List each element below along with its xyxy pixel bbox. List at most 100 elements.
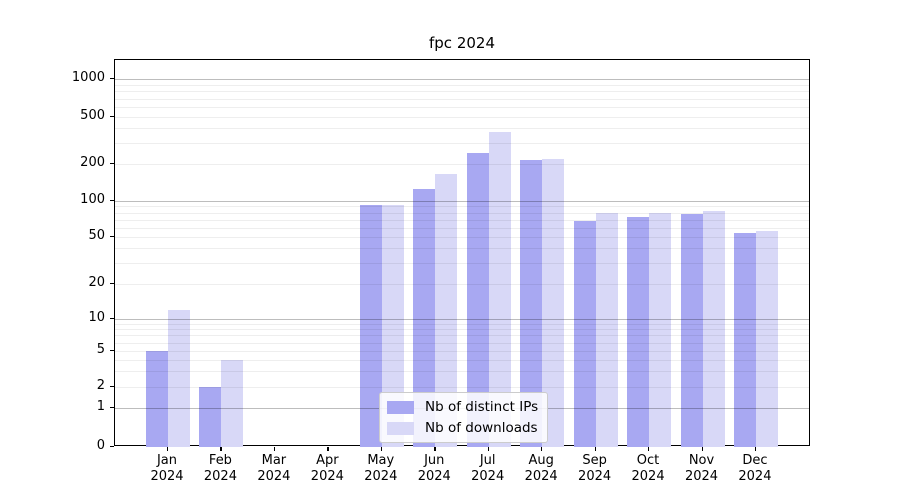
x-tick-year: 2024: [203, 468, 237, 484]
x-axis-tick: [434, 447, 436, 451]
y-axis-tick-label: 20: [88, 275, 105, 290]
x-tick-month: Dec: [742, 453, 768, 468]
x-tick-month: May: [367, 453, 395, 468]
y-axis-tick-label: 50: [88, 228, 105, 243]
x-tick-year: 2024: [310, 468, 344, 484]
gridline-minor: [115, 164, 809, 165]
gridline-minor: [115, 128, 809, 130]
x-tick-year: 2024: [257, 468, 291, 484]
x-axis-tick-label: Oct 2024: [616, 453, 680, 484]
x-tick-month: Feb: [208, 453, 232, 468]
x-axis-tick: [220, 447, 222, 451]
gridline-minor: [115, 91, 809, 93]
gridline-major: [115, 201, 809, 202]
gridline-major: [115, 319, 809, 320]
x-tick-month: Apr: [316, 453, 339, 468]
y-axis-tick-label: 2: [96, 378, 105, 393]
bar-distinct-ips-dec: [733, 233, 756, 447]
gridline-minor: [115, 359, 809, 361]
x-axis-tick-label: May 2024: [349, 453, 413, 484]
gridline-major: [115, 79, 809, 80]
gridline-minor: [115, 117, 809, 118]
bar-downloads-may: [381, 205, 404, 447]
bar-distinct-ips-jul: [466, 152, 489, 447]
x-axis-tick-label: Mar 2024: [242, 453, 306, 484]
x-axis-tick: [273, 447, 276, 451]
gridline-minor: [115, 84, 809, 86]
x-axis-tick-label: Dec 2024: [723, 453, 787, 484]
x-tick-month: Jun: [424, 453, 445, 468]
y-axis-tick: [109, 78, 114, 80]
bar-distinct-ips-sep: [573, 221, 596, 447]
gridline-minor: [115, 107, 809, 108]
y-axis-tick-label: 100: [80, 192, 105, 207]
x-axis-tick: [754, 447, 757, 451]
x-axis-tick-label: Jun 2024: [402, 453, 466, 484]
x-tick-month: Aug: [528, 453, 554, 468]
x-tick-year: 2024: [417, 468, 451, 484]
x-axis-tick-label: Feb 2024: [188, 453, 252, 484]
bar-downloads-jun: [435, 173, 458, 447]
y-axis-tick: [109, 283, 114, 285]
x-tick-year: 2024: [364, 468, 398, 484]
x-axis-tick-label: Jul 2024: [456, 453, 520, 484]
gridline-minor: [115, 206, 809, 208]
y-axis-tick-label: 500: [80, 108, 105, 123]
bar-downloads-jul: [488, 131, 511, 447]
chart-title: fpc 2024: [429, 34, 495, 52]
gridline-minor: [115, 248, 809, 250]
y-axis-tick-label: 1: [96, 399, 105, 414]
legend-swatch: [387, 400, 414, 414]
gridline-minor: [115, 98, 809, 100]
legend-label: Nb of distinct IPs: [425, 399, 539, 415]
x-tick-year: 2024: [150, 468, 184, 484]
x-axis-tick: [327, 447, 329, 451]
bar-downloads-jan: [168, 309, 190, 447]
bar-distinct-ips-feb: [199, 387, 222, 447]
x-tick-year: 2024: [471, 468, 505, 484]
gridline-minor: [115, 323, 809, 325]
x-tick-month: Oct: [636, 453, 660, 468]
y-axis-tick: [109, 407, 114, 409]
y-axis-tick: [109, 318, 114, 320]
bar-downloads-dec: [755, 231, 778, 447]
legend-row-distinct-ips: Nb of distinct IPs: [387, 399, 538, 415]
legend-swatch: [387, 421, 414, 435]
y-axis-tick: [109, 200, 114, 202]
gridline-minor: [115, 342, 809, 344]
x-axis-tick: [648, 447, 650, 451]
gridline-minor: [115, 143, 809, 145]
legend-row-downloads: Nb of downloads: [387, 420, 538, 436]
y-axis-tick: [109, 163, 114, 165]
gridline-minor: [115, 237, 809, 238]
x-tick-year: 2024: [578, 468, 612, 484]
y-axis-tick: [109, 386, 114, 388]
plot-area: [114, 59, 810, 447]
y-axis-tick-label: 1000: [71, 70, 105, 85]
gridline-minor: [115, 371, 809, 373]
gridline-minor: [115, 387, 809, 388]
x-axis-tick: [380, 447, 383, 451]
bar-distinct-ips-nov: [680, 213, 703, 447]
x-tick-year: 2024: [738, 468, 772, 484]
bar-distinct-ips-jun: [413, 189, 436, 447]
gridline-minor: [115, 335, 809, 337]
bar-downloads-feb: [221, 359, 244, 447]
x-axis-tick-label: Jan 2024: [135, 453, 199, 484]
bar-downloads-aug: [542, 159, 565, 447]
bar-downloads-nov: [702, 211, 725, 447]
x-axis-tick: [167, 447, 169, 451]
gridline-minor: [115, 329, 809, 331]
y-axis-tick: [109, 236, 114, 238]
gridline-minor: [115, 212, 809, 214]
legend: Nb of distinct IPs Nb of downloads: [379, 392, 549, 443]
x-tick-year: 2024: [524, 468, 558, 484]
bar-distinct-ips-may: [359, 204, 382, 447]
legend-label: Nb of downloads: [425, 420, 538, 436]
x-tick-month: Nov: [688, 453, 715, 468]
gridline-minor: [115, 284, 809, 285]
y-axis-tick-label: 0: [96, 437, 105, 453]
x-axis-tick-label: Nov 2024: [670, 453, 734, 484]
x-tick-month: Mar: [261, 453, 287, 468]
gridline-minor: [115, 227, 809, 229]
